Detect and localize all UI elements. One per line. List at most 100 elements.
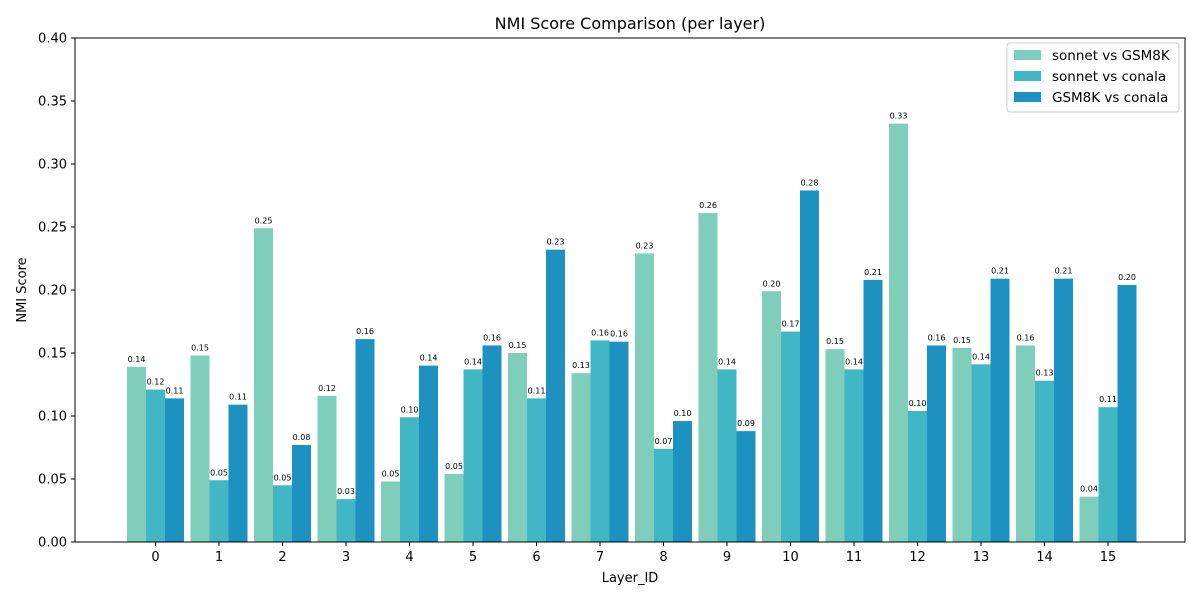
- data-label-layer-13-series-2: 0.21: [991, 267, 1009, 276]
- y-tick-label: 0.40: [38, 32, 67, 47]
- bar-layer-10-series-1: [781, 331, 800, 542]
- data-label-layer-6-series-2: 0.23: [547, 238, 565, 247]
- data-label-layer-2-series-2: 0.08: [293, 433, 311, 442]
- y-tick-label: 0.10: [38, 410, 67, 425]
- legend-box: [1006, 42, 1180, 113]
- x-tick-label: 13: [973, 550, 990, 565]
- x-tick-label: 14: [1036, 550, 1053, 565]
- data-label-layer-10-series-0: 0.20: [763, 279, 781, 288]
- bar-layer-9-series-2: [736, 431, 756, 542]
- bar-layer-4-series-0: [381, 481, 400, 542]
- data-label-layer-3-series-0: 0.12: [318, 384, 336, 393]
- bar-layer-2-series-1: [273, 485, 292, 542]
- bar-layer-7-series-2: [609, 341, 629, 542]
- x-tick-label: 4: [405, 550, 413, 565]
- x-tick-label: 9: [723, 550, 731, 565]
- x-tick-label: 2: [278, 550, 286, 565]
- x-axis-title: Layer_ID: [602, 571, 659, 586]
- y-axis-title: NMI Score: [15, 257, 30, 322]
- data-label-layer-13-series-0: 0.15: [953, 336, 971, 345]
- bar-layer-10-series-2: [800, 190, 819, 542]
- data-label-layer-2-series-0: 0.25: [255, 216, 273, 225]
- y-axis: 0.00 0.05 0.10 0.15 0.20 0.25 0.30 0.35 0.40: [38, 32, 75, 551]
- legend: sonnet vs GSM8K sonnet vs conala GSM8K vs …: [1006, 42, 1180, 113]
- bar-layer-9-series-0: [698, 213, 718, 542]
- data-label-layer-7-series-0: 0.13: [572, 361, 590, 370]
- bar-layer-0-series-1: [146, 389, 165, 542]
- data-label-layer-2-series-1: 0.05: [274, 473, 292, 482]
- x-tick-label: 10: [782, 550, 799, 565]
- data-label-layer-5-series-1: 0.14: [464, 357, 482, 366]
- bar-layer-12-series-0: [889, 123, 908, 543]
- legend-swatch-series-2: [1014, 92, 1041, 102]
- legend-label-series-2: GSM8K vs conala: [1052, 90, 1168, 106]
- bars-group: [127, 123, 1137, 543]
- bar-layer-4-series-1: [400, 417, 419, 542]
- bar-layer-0-series-0: [127, 366, 146, 542]
- x-tick-label: 3: [342, 550, 350, 565]
- bar-layer-7-series-0: [571, 373, 591, 542]
- bar-layer-11-series-1: [844, 369, 864, 542]
- data-label-layer-1-series-0: 0.15: [191, 344, 209, 353]
- data-label-layer-8-series-0: 0.23: [636, 241, 654, 250]
- legend-label-series-1: sonnet vs conala: [1052, 69, 1166, 85]
- bar-layer-6-series-1: [527, 398, 546, 542]
- bar-layer-3-series-1: [336, 499, 356, 542]
- bar-layer-6-series-0: [508, 353, 527, 542]
- bar-layer-3-series-0: [317, 395, 337, 542]
- bar-layer-0-series-2: [165, 398, 184, 542]
- bar-layer-14-series-0: [1016, 345, 1035, 542]
- data-label-layer-6-series-0: 0.15: [509, 341, 527, 350]
- data-label-layer-12-series-2: 0.16: [928, 333, 946, 342]
- data-label-layer-15-series-0: 0.04: [1080, 485, 1098, 494]
- bar-layer-10-series-0: [762, 291, 781, 542]
- bar-layer-5-series-1: [463, 369, 483, 542]
- data-label-layer-5-series-2: 0.16: [483, 333, 501, 342]
- data-label-layer-10-series-2: 0.28: [801, 178, 819, 187]
- data-label-layer-10-series-1: 0.17: [782, 320, 800, 329]
- data-label-layer-14-series-1: 0.13: [1036, 369, 1054, 378]
- y-tick-label: 0.35: [38, 95, 67, 110]
- bar-layer-1-series-2: [228, 404, 248, 542]
- bar-layer-15-series-1: [1098, 407, 1118, 542]
- data-label-layer-4-series-0: 0.05: [382, 470, 400, 479]
- y-tick-label: 0.05: [38, 473, 67, 488]
- bar-layer-13-series-2: [990, 278, 1010, 542]
- bar-layer-11-series-0: [825, 349, 845, 542]
- data-label-layer-12-series-0: 0.33: [890, 112, 908, 121]
- data-label-layer-9-series-1: 0.14: [718, 357, 736, 366]
- y-tick-label: 0.00: [38, 536, 67, 551]
- data-label-layer-12-series-1: 0.10: [909, 399, 927, 408]
- bar-layer-8-series-2: [673, 421, 692, 542]
- bar-layer-1-series-1: [209, 480, 229, 542]
- y-tick-label: 0.25: [38, 221, 67, 236]
- data-label-layer-15-series-1: 0.11: [1099, 395, 1117, 404]
- x-tick-label: 7: [596, 550, 604, 565]
- legend-label-series-0: sonnet vs GSM8K: [1052, 48, 1171, 64]
- data-label-layer-1-series-1: 0.05: [210, 468, 228, 477]
- bar-layer-12-series-1: [908, 410, 927, 542]
- bar-layer-5-series-0: [444, 473, 464, 542]
- bar-layer-14-series-1: [1035, 380, 1054, 542]
- x-tick-label: 0: [151, 550, 159, 565]
- bar-layer-3-series-2: [355, 339, 375, 542]
- bar-layer-9-series-1: [717, 369, 737, 542]
- data-label-layer-7-series-1: 0.16: [591, 328, 609, 337]
- data-label-layer-11-series-0: 0.15: [826, 337, 844, 346]
- y-tick-label: 0.20: [38, 284, 67, 299]
- bar-layer-5-series-2: [482, 345, 502, 542]
- x-tick-label: 1: [215, 550, 223, 565]
- bar-layer-12-series-2: [927, 345, 946, 542]
- data-label-layer-4-series-2: 0.14: [420, 354, 438, 363]
- data-label-layer-0-series-1: 0.12: [147, 378, 165, 387]
- x-tick-label: 5: [469, 550, 477, 565]
- data-label-layer-8-series-1: 0.07: [655, 437, 673, 446]
- data-label-layer-11-series-1: 0.14: [845, 357, 863, 366]
- legend-swatch-series-0: [1014, 50, 1041, 60]
- data-label-layer-9-series-0: 0.26: [699, 201, 717, 210]
- y-tick-label: 0.15: [38, 347, 67, 362]
- chart-title: NMI Score Comparison (per layer): [495, 14, 766, 33]
- data-label-layer-3-series-2: 0.16: [356, 327, 374, 336]
- bar-layer-2-series-0: [254, 228, 273, 542]
- data-label-layer-6-series-1: 0.11: [528, 386, 546, 395]
